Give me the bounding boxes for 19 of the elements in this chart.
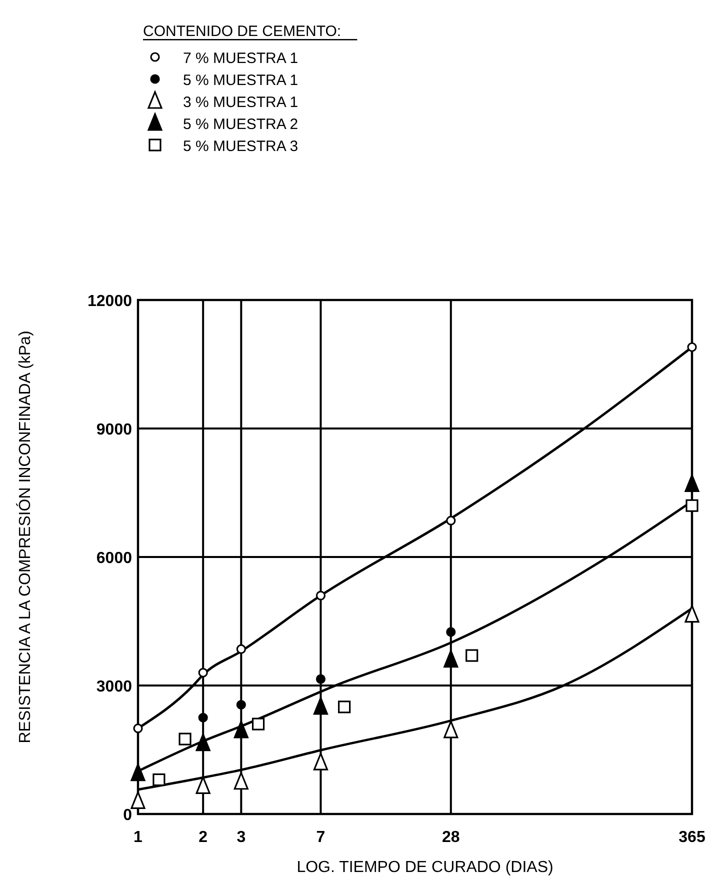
x-tick-label: 7 (316, 829, 326, 846)
x-axis-title: LOG. TIEMPO DE CURADO (DIAS) (296, 859, 554, 876)
legend-title: CONTENIDO DE CEMENTO: (143, 23, 342, 40)
legend-label: 5 % MUESTRA 2 (183, 116, 298, 133)
legend-label: 3 % MUESTRA 1 (183, 94, 298, 111)
x-tick-label: 365 (678, 829, 706, 846)
y-tick-label: 6000 (96, 550, 132, 567)
legend-label: 5 % MUESTRA 3 (183, 138, 298, 155)
x-tick-label: 1 (134, 829, 143, 846)
x-tick-label: 3 (236, 829, 246, 846)
x-tick-label: 28 (442, 829, 460, 846)
y-tick-label: 3000 (96, 678, 132, 696)
legend-label: 5 % MUESTRA 1 (183, 72, 298, 89)
legend-label: 7 % MUESTRA 1 (183, 50, 298, 67)
x-tick-label: 2 (198, 829, 208, 846)
y-axis-title: RESISTENCIA A LA COMPRESIÓN INCONFINADA (kPa) (16, 330, 34, 744)
y-tick-label: 9000 (96, 422, 132, 438)
y-tick-label: 12000 (88, 293, 132, 310)
y-tick-label: 0 (123, 807, 132, 824)
